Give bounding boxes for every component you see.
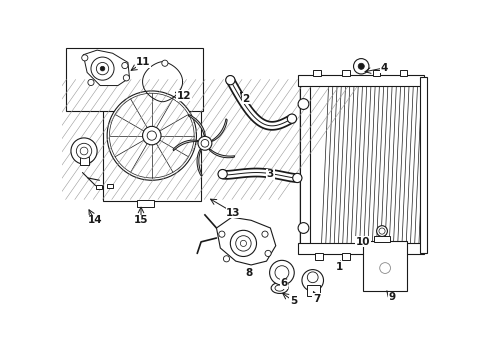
Text: 9: 9: [389, 292, 395, 302]
Circle shape: [82, 55, 88, 61]
Polygon shape: [173, 140, 198, 151]
Circle shape: [307, 272, 318, 283]
Text: 13: 13: [226, 208, 241, 217]
Text: 3: 3: [267, 169, 274, 179]
Polygon shape: [212, 119, 227, 141]
Bar: [102, 78, 201, 201]
Bar: [373, 70, 380, 76]
Circle shape: [380, 263, 391, 274]
Circle shape: [357, 62, 366, 71]
Circle shape: [298, 99, 309, 109]
Text: 14: 14: [88, 215, 102, 225]
Circle shape: [88, 80, 94, 86]
Bar: [137, 199, 154, 207]
Ellipse shape: [275, 285, 284, 291]
Circle shape: [71, 138, 97, 164]
Circle shape: [123, 75, 129, 81]
Bar: [363, 241, 407, 291]
Bar: [314, 70, 321, 76]
Text: 12: 12: [177, 91, 192, 100]
Text: 2: 2: [242, 94, 249, 104]
Circle shape: [76, 143, 92, 159]
Polygon shape: [209, 149, 235, 158]
Circle shape: [240, 240, 246, 247]
Circle shape: [147, 131, 156, 140]
Ellipse shape: [271, 283, 288, 293]
Circle shape: [230, 230, 256, 256]
Circle shape: [298, 222, 309, 233]
Circle shape: [107, 91, 196, 180]
Text: 11: 11: [136, 58, 150, 67]
Circle shape: [218, 170, 227, 179]
Circle shape: [353, 59, 369, 74]
Bar: [374, 236, 390, 242]
Circle shape: [109, 93, 194, 178]
Circle shape: [379, 228, 385, 234]
Bar: [342, 253, 350, 260]
Circle shape: [198, 136, 212, 150]
Circle shape: [122, 62, 128, 69]
Circle shape: [223, 256, 230, 262]
Text: 6: 6: [281, 278, 288, 288]
Text: 10: 10: [356, 237, 370, 247]
Bar: [315, 253, 323, 260]
Circle shape: [80, 147, 88, 155]
Circle shape: [358, 63, 364, 69]
Bar: [400, 70, 407, 76]
Circle shape: [293, 173, 302, 183]
Text: 8: 8: [245, 268, 252, 278]
Circle shape: [262, 231, 268, 237]
Polygon shape: [83, 50, 129, 86]
Text: 1: 1: [336, 261, 343, 271]
Bar: [80, 157, 89, 165]
Polygon shape: [217, 217, 276, 265]
Circle shape: [143, 126, 161, 145]
Circle shape: [270, 260, 294, 285]
Bar: [300, 77, 311, 253]
Circle shape: [302, 270, 323, 291]
Ellipse shape: [158, 98, 163, 101]
Text: 4: 4: [381, 63, 388, 73]
Bar: [298, 75, 424, 86]
Circle shape: [287, 114, 296, 123]
Circle shape: [226, 76, 235, 85]
Circle shape: [265, 250, 271, 256]
Circle shape: [97, 62, 109, 75]
Polygon shape: [188, 115, 205, 136]
Bar: [66, 48, 203, 111]
Bar: [298, 243, 424, 254]
Circle shape: [100, 66, 105, 71]
Circle shape: [201, 139, 209, 147]
Circle shape: [275, 266, 289, 280]
Text: 7: 7: [313, 294, 320, 304]
Text: 5: 5: [290, 296, 297, 306]
Circle shape: [377, 226, 388, 237]
Circle shape: [219, 231, 225, 237]
Circle shape: [236, 236, 251, 251]
Text: 15: 15: [134, 215, 148, 225]
Circle shape: [162, 60, 168, 66]
Polygon shape: [197, 149, 202, 176]
Bar: [96, 185, 102, 189]
Bar: [342, 70, 350, 76]
Circle shape: [91, 57, 114, 80]
Bar: [300, 77, 423, 253]
Bar: [107, 184, 113, 188]
Bar: [420, 77, 427, 253]
Bar: [307, 285, 320, 296]
